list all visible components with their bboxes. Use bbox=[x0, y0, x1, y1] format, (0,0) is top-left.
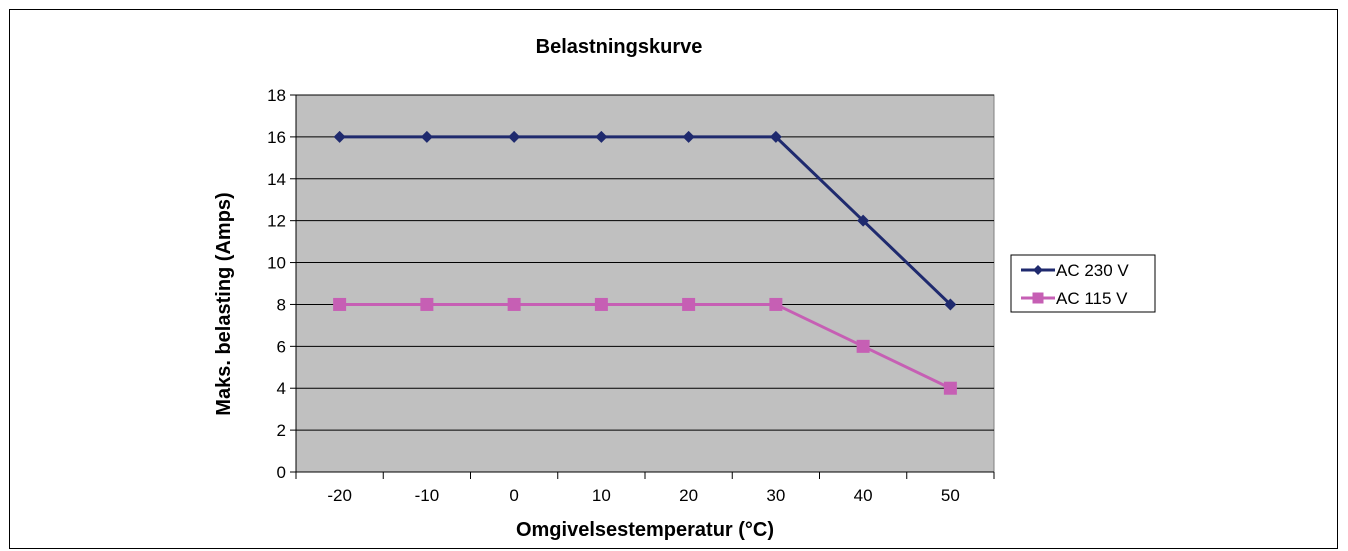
y-tick-label: 10 bbox=[267, 254, 286, 273]
data-point bbox=[856, 339, 870, 353]
series-line-2 bbox=[339, 302, 952, 390]
data-point bbox=[333, 130, 346, 143]
y-tick-label: 2 bbox=[277, 421, 286, 440]
legend-label: AC 115 V bbox=[1056, 289, 1128, 308]
x-tick-label: 50 bbox=[941, 486, 960, 505]
data-point bbox=[682, 130, 695, 143]
y-tick-label: 14 bbox=[267, 170, 286, 189]
x-tick-label: 0 bbox=[509, 486, 518, 505]
x-axis-label: Omgivelsestemperatur (°C) bbox=[516, 519, 774, 541]
y-tick-label: 8 bbox=[277, 295, 286, 314]
data-point bbox=[943, 381, 957, 395]
data-point bbox=[420, 297, 434, 311]
data-point bbox=[682, 297, 696, 311]
data-point bbox=[594, 297, 608, 311]
y-tick-label: 12 bbox=[267, 212, 286, 231]
series-line-1 bbox=[339, 135, 952, 306]
y-tick-label: 6 bbox=[277, 337, 286, 356]
data-point bbox=[333, 297, 347, 311]
data-point bbox=[944, 298, 957, 311]
y-axis-label: Maks. belasting (Amps) bbox=[213, 192, 235, 415]
x-tick-label: 10 bbox=[592, 486, 611, 505]
data-point bbox=[769, 297, 783, 311]
x-tick-label: -10 bbox=[415, 486, 440, 505]
x-tick-label: 40 bbox=[854, 486, 873, 505]
legend-label: AC 230 V bbox=[1056, 261, 1129, 280]
y-tick-label: 16 bbox=[267, 128, 286, 147]
legend-marker bbox=[1032, 292, 1044, 304]
x-tick-label: 30 bbox=[766, 486, 785, 505]
data-point bbox=[508, 130, 521, 143]
legend-marker bbox=[1033, 265, 1043, 275]
data-point bbox=[769, 130, 782, 143]
x-tick-label: -20 bbox=[327, 486, 352, 505]
data-point bbox=[420, 130, 433, 143]
data-point bbox=[857, 214, 870, 227]
x-tick-label: 20 bbox=[679, 486, 698, 505]
data-point bbox=[595, 130, 608, 143]
chart-title: Belastningskurve bbox=[536, 36, 703, 58]
data-point bbox=[507, 297, 521, 311]
y-tick-label: 0 bbox=[277, 463, 286, 482]
y-tick-label: 18 bbox=[267, 86, 286, 105]
y-tick-label: 4 bbox=[277, 379, 286, 398]
plot-area bbox=[295, 94, 995, 473]
